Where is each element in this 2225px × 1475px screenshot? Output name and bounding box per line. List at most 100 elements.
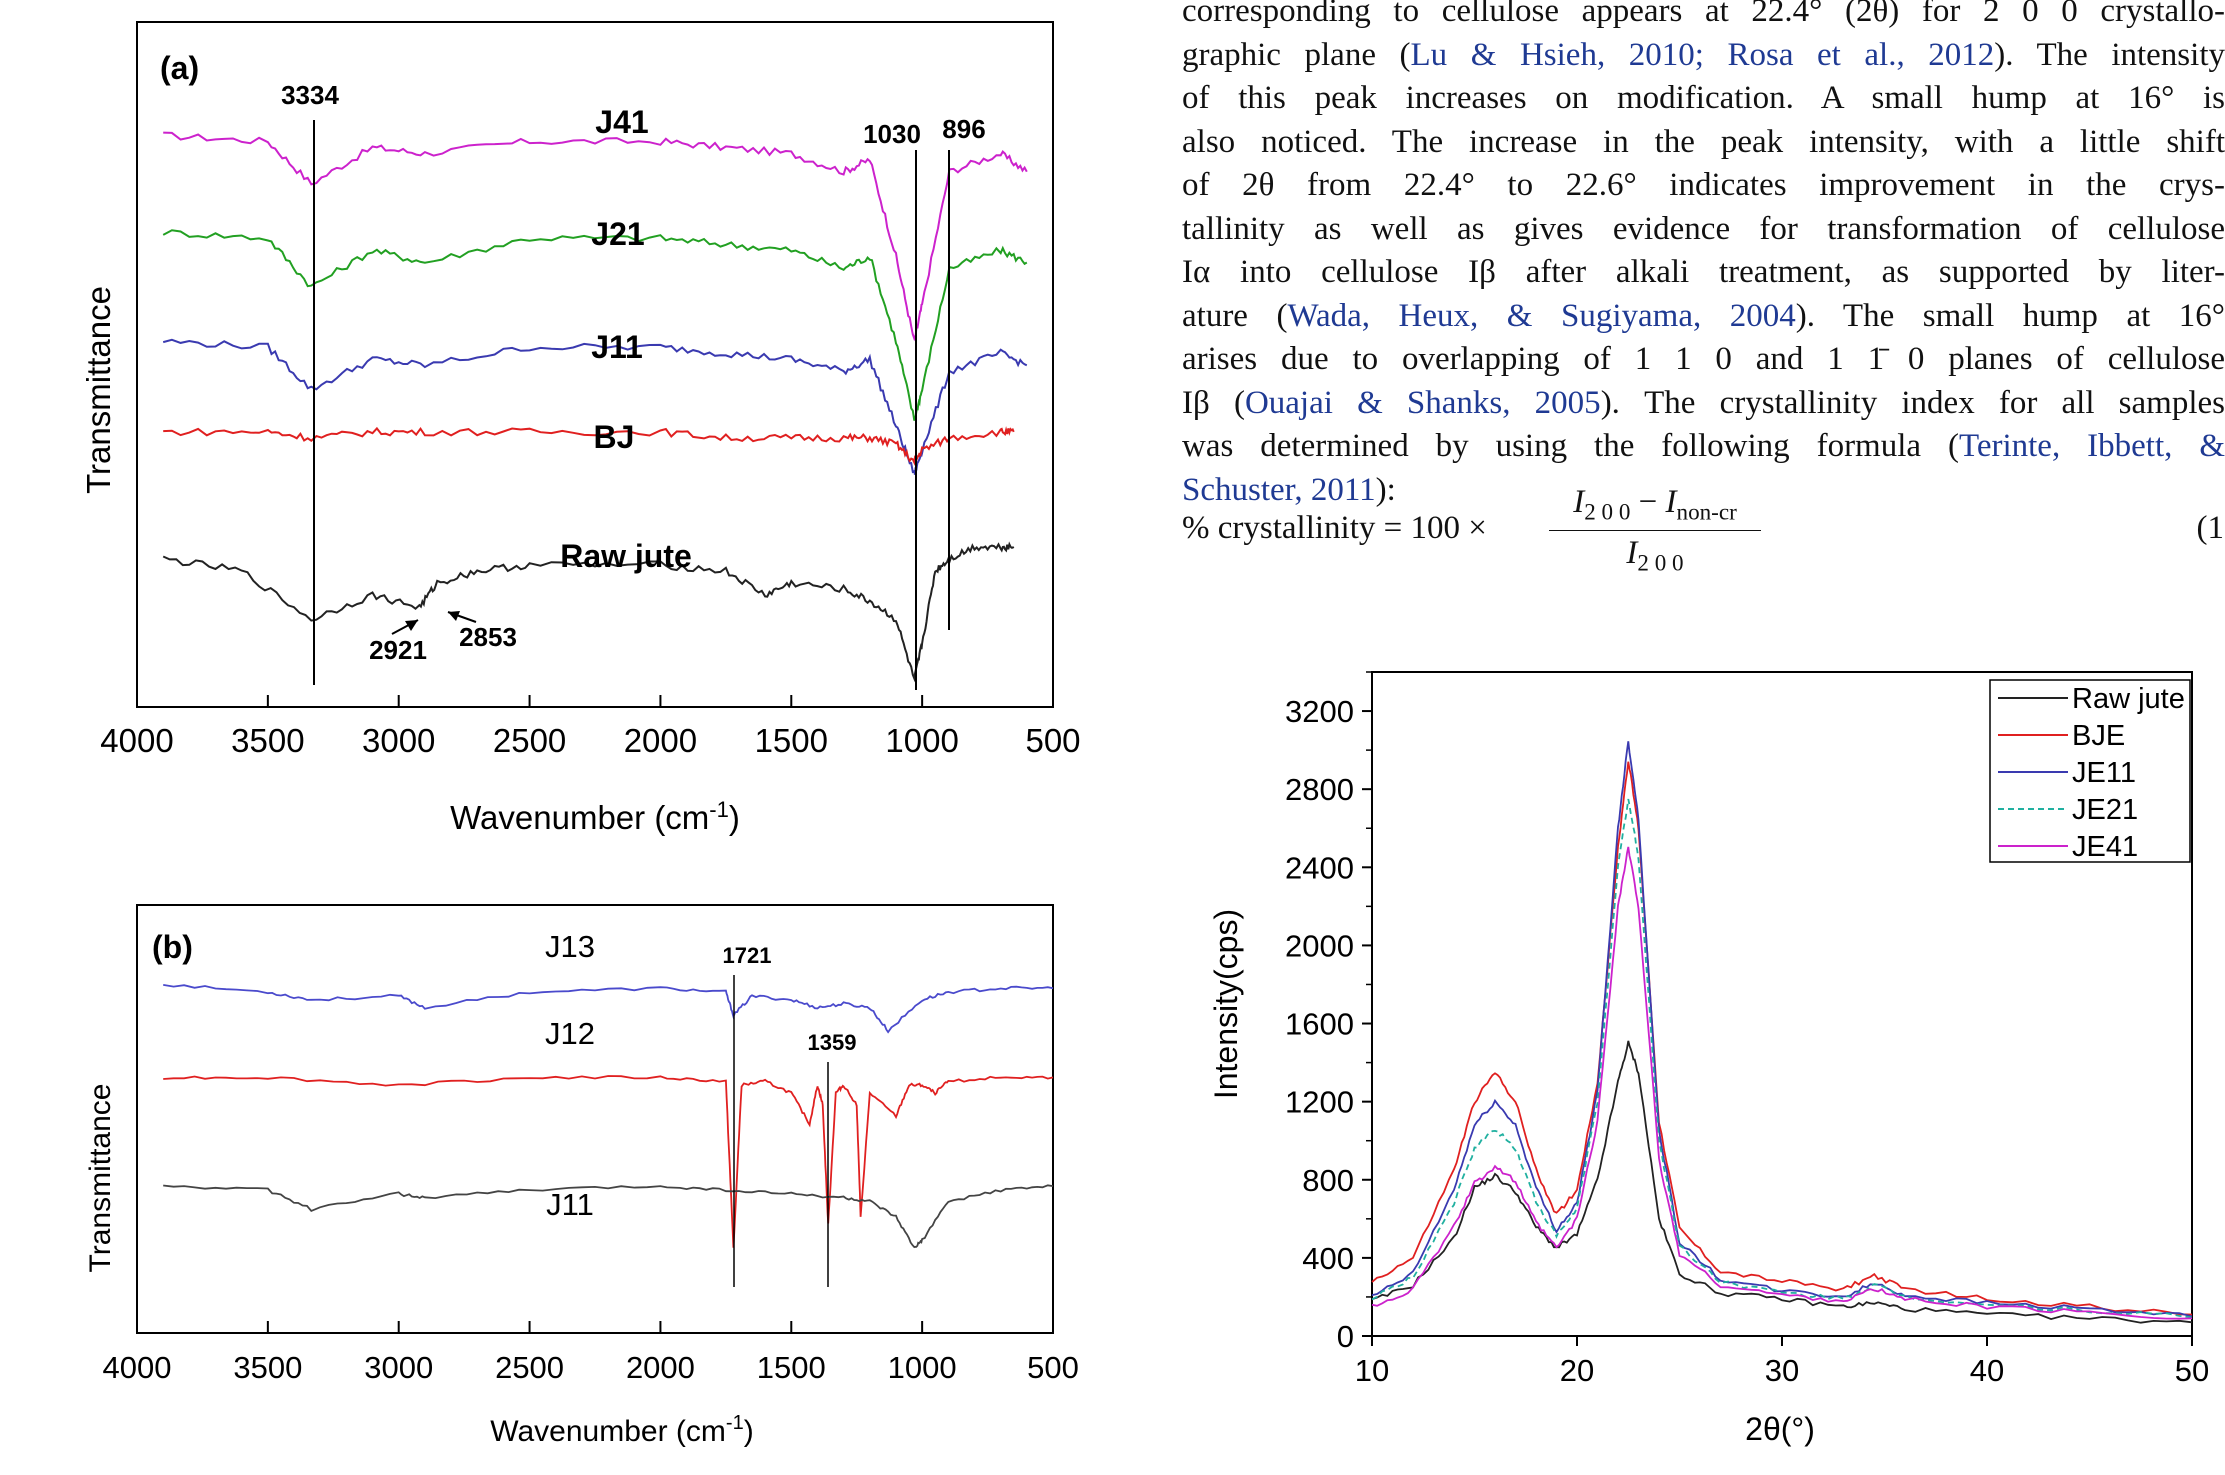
annotation-1359: 1359 [808,1030,857,1055]
x-tick-label: 1000 [885,722,958,759]
panel-a-plot-frame [136,21,1054,708]
paragraph-line: of this peak increases on modification. … [1182,80,2225,116]
legend-label: JE41 [2072,831,2138,863]
panel-b-plot-frame [136,904,1054,1334]
crystallinity-equation: % crystallinity = 100 × I2 0 0 − Inon-cr… [1182,480,2225,590]
x-tick-label: 3500 [233,1350,302,1385]
annotation-896: 896 [942,114,985,144]
x-tick-label: 30 [1765,1353,1799,1388]
x-tick-label: 2500 [495,1350,564,1385]
series-line-je41 [1371,846,2193,1320]
series-line-raw-jute [162,541,1015,683]
annotation-2853: 2853 [459,622,517,652]
series-line-j21 [162,229,1028,421]
series-line-je21 [1371,798,2193,1319]
equation-fraction: I2 0 0 − Inon-cr I2 0 0 [1549,484,1761,576]
series-label: Raw jute [560,538,692,574]
panel-a-ylabel: Transmittance [80,286,117,494]
series-line-j12 [163,1075,1054,1248]
series-line-raw-jute [1371,1040,2193,1324]
annotation-3334: 3334 [281,80,339,110]
arrow-2921-head [405,620,418,631]
equation-numerator: I2 0 0 − Inon-cr [1549,484,1761,531]
panel-a: (a) Transmittance Wavenumber (cm-1) 4000… [80,21,1081,836]
x-tick-label: 2000 [624,722,697,759]
x-tick-label: 3000 [362,722,435,759]
citation-link[interactable]: Lu & Hsieh, 2010; Rosa et al., 2012 [1410,36,1995,73]
x-tick-label: 2500 [493,722,566,759]
paragraph-line: Schuster, 2011): [1182,471,1396,508]
y-tick-label: 3200 [1285,694,1354,729]
series-line-j41 [163,131,1028,342]
series-line-j11 [163,1184,1054,1249]
series-label: J21 [591,216,644,252]
equation-number: (1) [2196,510,2225,546]
paragraph-line: corresponding to cellulose appears at 22… [1182,0,2225,29]
x-tick-label: 1500 [757,1350,826,1385]
legend-label: JE21 [2072,794,2138,826]
arrow-2853-head [448,611,460,621]
panel-a-xlabel: Wavenumber (cm-1) [450,797,740,836]
series-line-bje [1371,761,2193,1316]
y-tick-label: 1200 [1285,1085,1354,1120]
series-label: BJ [594,419,635,455]
paragraph-line: was determined by using the following fo… [1182,428,2225,464]
y-tick-label: 2400 [1285,850,1354,885]
legend-label: Raw jute [2072,683,2185,715]
series-line-j11 [162,338,1028,475]
citation-link[interactable]: Terinte, Ibbett, & [1958,428,2225,464]
paragraph-line: also noticed. The increase in the peak i… [1182,123,2225,160]
y-tick-label: 0 [1337,1319,1354,1354]
series-label: J41 [595,104,648,140]
series-line-j13 [163,984,1054,1034]
citation-link[interactable]: Ouajai & Shanks, 2005 [1244,384,1601,421]
x-tick-label: 2000 [626,1350,695,1385]
x-tick-label: 1500 [755,722,828,759]
y-tick-label: 800 [1302,1163,1354,1198]
x-tick-label: 4000 [100,722,173,759]
y-tick-label: 2800 [1285,772,1354,807]
legend-label: BJE [2072,720,2125,752]
series-label: J12 [545,1016,595,1051]
xrd-xlabel: 2θ(°) [1745,1411,1815,1447]
paragraph-line: arises due to overlapping of 1 1 0 and 1… [1182,341,2225,377]
citation-link[interactable]: Schuster, 2011 [1182,471,1376,508]
annotation-2921: 2921 [369,635,427,665]
citation-link[interactable]: Wada, Heux, & Sugiyama, 2004 [1287,297,1796,334]
series-label: J11 [546,1187,594,1222]
annotation-1030: 1030 [863,119,921,149]
y-tick-label: 2000 [1285,928,1354,963]
series-line-bj [163,426,1015,466]
paragraph-line: Iβ (Ouajai & Shanks, 2005). The crystall… [1182,384,2225,421]
xrd-ylabel: Intensity(cps) [1208,909,1244,1099]
panel-b-ylabel: Transmittance [84,1084,117,1273]
paragraph-line: ature (Wada, Heux, & Sugiyama, 2004). Th… [1182,297,2225,334]
x-tick-label: 3500 [231,722,304,759]
x-tick-label: 20 [1560,1353,1594,1388]
x-tick-label: 3000 [364,1350,433,1385]
panel-b: (b) Transmittance Wavenumber (cm-1) 4000… [84,904,1079,1448]
y-tick-label: 1600 [1285,1007,1354,1042]
series-label: J13 [545,929,595,964]
equation-denominator: I2 0 0 [1626,534,1684,576]
x-tick-label: 50 [2175,1353,2209,1388]
paragraph-line: tallinity as well as gives evidence for … [1182,210,2225,247]
panel-a-label: (a) [160,50,199,86]
paragraph-line: of 2θ from 22.4° to 22.6° indicates impr… [1182,167,2225,203]
xrd-chart: Intensity(cps) 2θ(°) 10 20 30 40 50 0 400 800 12… [1208,671,2209,1447]
y-tick-label: 400 [1302,1241,1354,1276]
series-label: J11 [591,329,643,365]
x-tick-label: 4000 [103,1350,172,1385]
x-tick-label: 10 [1355,1353,1389,1388]
body-paragraph: corresponding to cellulose appears at 22… [1182,0,2225,512]
panel-b-xlabel: Wavenumber (cm-1) [490,1412,753,1448]
paragraph-line: graphic plane (Lu & Hsieh, 2010; Rosa et… [1182,36,2225,73]
paragraph-line: Iα into cellulose Iβ after alkali treatm… [1182,254,2225,290]
x-tick-label: 40 [1970,1353,2004,1388]
x-tick-label: 500 [1027,1350,1079,1385]
panel-b-label: (b) [152,929,193,965]
legend-label: JE11 [2072,757,2136,789]
x-tick-label: 500 [1025,722,1080,759]
x-tick-label: 1000 [888,1350,957,1385]
